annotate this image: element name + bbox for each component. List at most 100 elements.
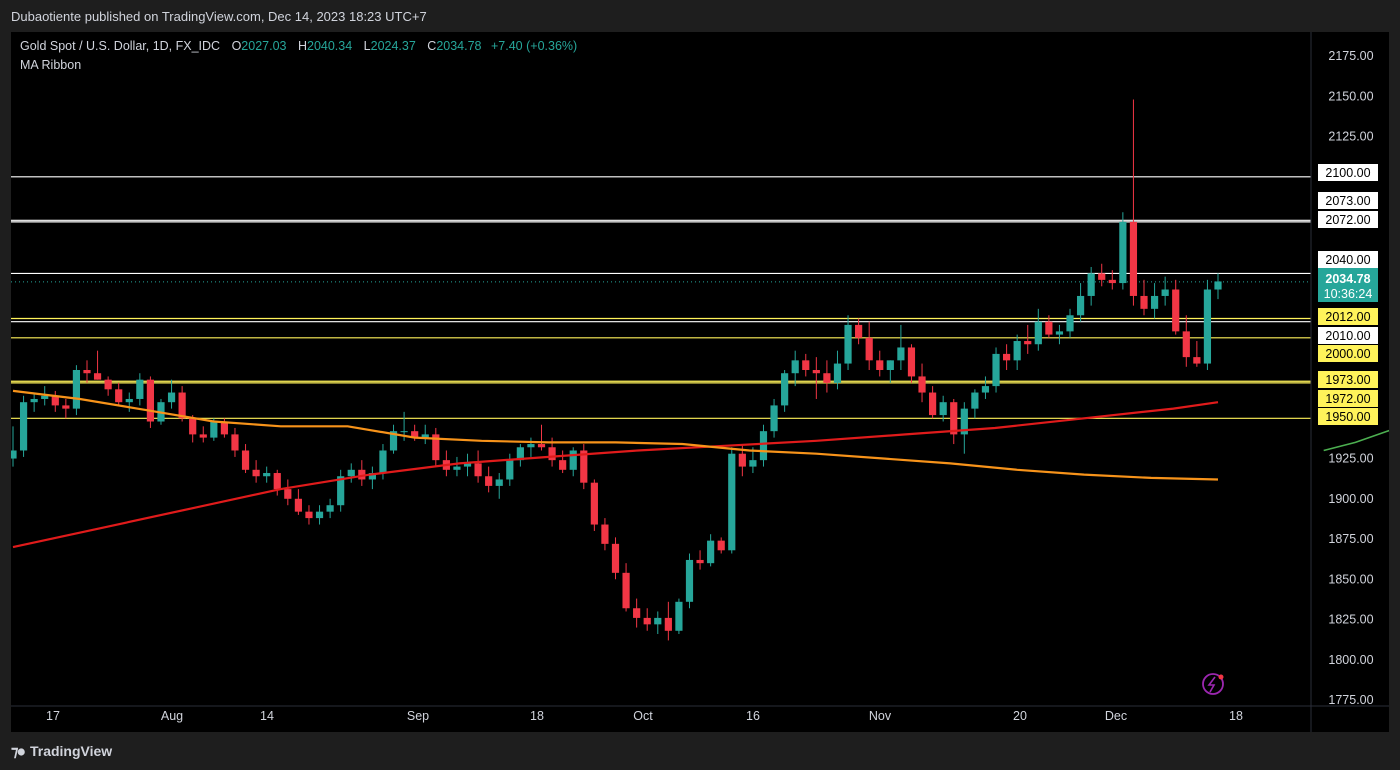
candle-body (1214, 281, 1222, 290)
level-label: 2072.00 (1325, 213, 1370, 227)
candle-body (337, 476, 345, 506)
candle-body (1129, 221, 1138, 296)
candle-body (51, 395, 59, 406)
candle-body (463, 463, 472, 467)
candle-body (527, 444, 535, 448)
candle-body (231, 434, 239, 451)
level-label-box (1318, 164, 1378, 181)
price-chart[interactable]: 2175.00 2150.00 2125.00 1925.00 1900.00 1875.… (11, 32, 1389, 732)
candle-body (516, 447, 524, 461)
candle-body (432, 434, 440, 461)
candle-body (918, 376, 926, 393)
candle-body (886, 360, 894, 370)
open-value: 2027.03 (241, 39, 287, 53)
level-label: 2100.00 (1325, 166, 1370, 180)
last-price-tag (1318, 268, 1378, 302)
y-tick-label: 1925.00 (1328, 452, 1373, 466)
x-tick-label: Dec (1105, 709, 1127, 723)
candle-body (252, 469, 260, 477)
low-label: L (363, 39, 371, 53)
candle-body (728, 453, 736, 551)
y-tick-label: 1850.00 (1328, 572, 1373, 586)
level-label-box (1318, 327, 1378, 344)
candle-body (474, 463, 482, 477)
candle-body (855, 324, 863, 338)
candle-body (167, 392, 176, 403)
candle-body (601, 524, 609, 544)
candle-body (844, 324, 852, 364)
candle-body (1034, 321, 1042, 345)
candle-body (294, 498, 302, 512)
y-tick-label: 1775.00 (1328, 693, 1373, 707)
candle-body (178, 392, 186, 419)
candle-body (675, 601, 683, 631)
tradingview-brand[interactable]: ⁊⦁ TradingView (11, 742, 112, 760)
level-label: 2073.00 (1325, 194, 1370, 208)
candle-body (865, 337, 873, 361)
candle-body (580, 450, 588, 483)
candle-body (929, 392, 937, 416)
candle-body (664, 617, 672, 631)
level-label-box (1318, 211, 1378, 228)
ma-fast-line (12, 389, 1219, 481)
candle-body (315, 511, 324, 519)
candle-body (1161, 289, 1169, 296)
candle-body (981, 386, 990, 393)
candle-body (62, 405, 70, 409)
candle-body (643, 617, 651, 625)
x-tick-label: 14 (260, 709, 274, 723)
candle-body (685, 559, 694, 602)
candle-body (1119, 221, 1127, 284)
candle-body (326, 505, 334, 512)
candle-body (791, 360, 799, 374)
candle-body (1003, 353, 1011, 361)
open-label: O (231, 39, 242, 53)
candle-body (1172, 289, 1180, 332)
countdown-label: 10:36:24 (1324, 287, 1373, 301)
symbol-legend[interactable]: Gold Spot / U.S. Dollar, 1D, FX_IDC O202… (20, 39, 577, 53)
candle-body (833, 363, 842, 383)
brand-label: TradingView (29, 743, 113, 759)
level-label-box (1318, 390, 1378, 407)
candle-body (389, 431, 398, 451)
lightning-bolt (1207, 676, 1216, 693)
candle-body (960, 408, 968, 435)
level-label: 1973.00 (1325, 373, 1370, 387)
candle-body (548, 447, 556, 461)
indicator-label[interactable]: MA Ribbon (20, 58, 82, 72)
chart-area[interactable]: 2175.00 2150.00 2125.00 1925.00 1900.00 1875.… (11, 32, 1389, 732)
level-label-box (1318, 408, 1378, 425)
lightning-icon (1202, 673, 1224, 695)
candle-body (125, 398, 133, 403)
candle-body (559, 460, 567, 470)
low-value: 2024.37 (370, 39, 416, 53)
level-label-box (1318, 192, 1378, 209)
y-tick-label: 2125.00 (1328, 130, 1373, 144)
candle-body (305, 511, 313, 519)
level-label: 2010.00 (1325, 329, 1370, 343)
tradingview-logo-icon: ⁊⦁ (11, 743, 25, 760)
candle-body (263, 473, 271, 477)
candle-body (358, 469, 366, 480)
candle-body (115, 389, 123, 403)
candle-body (781, 373, 789, 406)
level-label-box (1318, 371, 1378, 388)
candle-body (759, 431, 768, 461)
candle-body (41, 395, 49, 399)
candle-body (495, 479, 503, 486)
candle-body (273, 473, 281, 490)
candle-body (950, 402, 958, 435)
candle-body (1203, 289, 1212, 364)
candle-body (907, 347, 916, 377)
candle-body (971, 392, 979, 409)
candle-body (241, 450, 250, 470)
y-tick-label: 2150.00 (1328, 89, 1373, 103)
high-label: H (297, 39, 307, 53)
candle-body (1108, 279, 1116, 284)
candle-body (1024, 341, 1032, 345)
candle-body (411, 431, 419, 438)
x-tick-label: Aug (161, 709, 183, 723)
candle-body (717, 540, 725, 551)
x-tick-label: Nov (869, 709, 892, 723)
level-label-box (1318, 345, 1378, 362)
